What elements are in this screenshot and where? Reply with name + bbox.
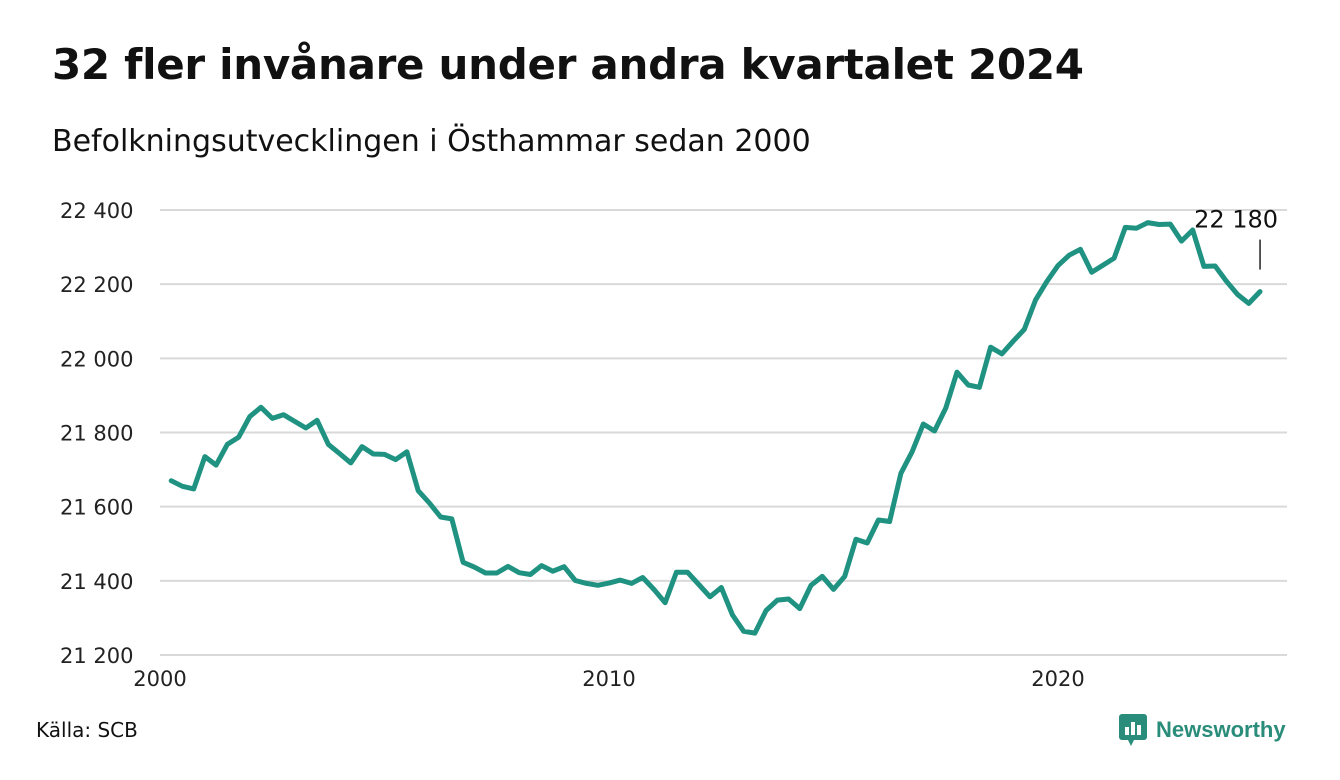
brand-logo[interactable]: Newsworthy xyxy=(1118,713,1286,747)
x-axis-ticks: 2000 2010 2020 xyxy=(133,667,1084,691)
y-tick-label: 22 200 xyxy=(60,273,133,297)
grid-lines xyxy=(160,209,1287,656)
y-tick-label: 22 400 xyxy=(60,199,133,223)
y-tick-label: 22 000 xyxy=(60,347,133,371)
x-tick-label: 2000 xyxy=(133,667,186,691)
annotation-group: 22 180 xyxy=(1194,206,1278,270)
x-tick-label: 2020 xyxy=(1031,667,1084,691)
y-tick-label: 21 600 xyxy=(60,496,133,520)
line-chart: 21 200 21 400 21 600 21 800 22 000 22 200 22 4… xyxy=(60,199,1287,691)
chart-subtitle: Befolkningsutvecklingen i Östhammar seda… xyxy=(52,124,811,159)
annotation-label: 22 180 xyxy=(1194,206,1278,234)
y-axis-ticks: 21 200 21 400 21 600 21 800 22 000 22 200 22 4… xyxy=(60,199,133,668)
y-tick-label: 21 400 xyxy=(60,570,133,594)
chart-title: 32 fler invånare under andra kvartalet 2… xyxy=(52,40,1084,89)
newsworthy-logo-icon xyxy=(1119,714,1147,746)
y-tick-label: 21 200 xyxy=(60,644,133,668)
series-line xyxy=(168,220,1263,636)
x-tick-label: 2010 xyxy=(582,667,635,691)
brand-name: Newsworthy xyxy=(1156,717,1286,742)
series-group xyxy=(168,220,1263,636)
y-tick-label: 21 800 xyxy=(60,422,133,446)
source-label: Källa: SCB xyxy=(36,718,138,742)
